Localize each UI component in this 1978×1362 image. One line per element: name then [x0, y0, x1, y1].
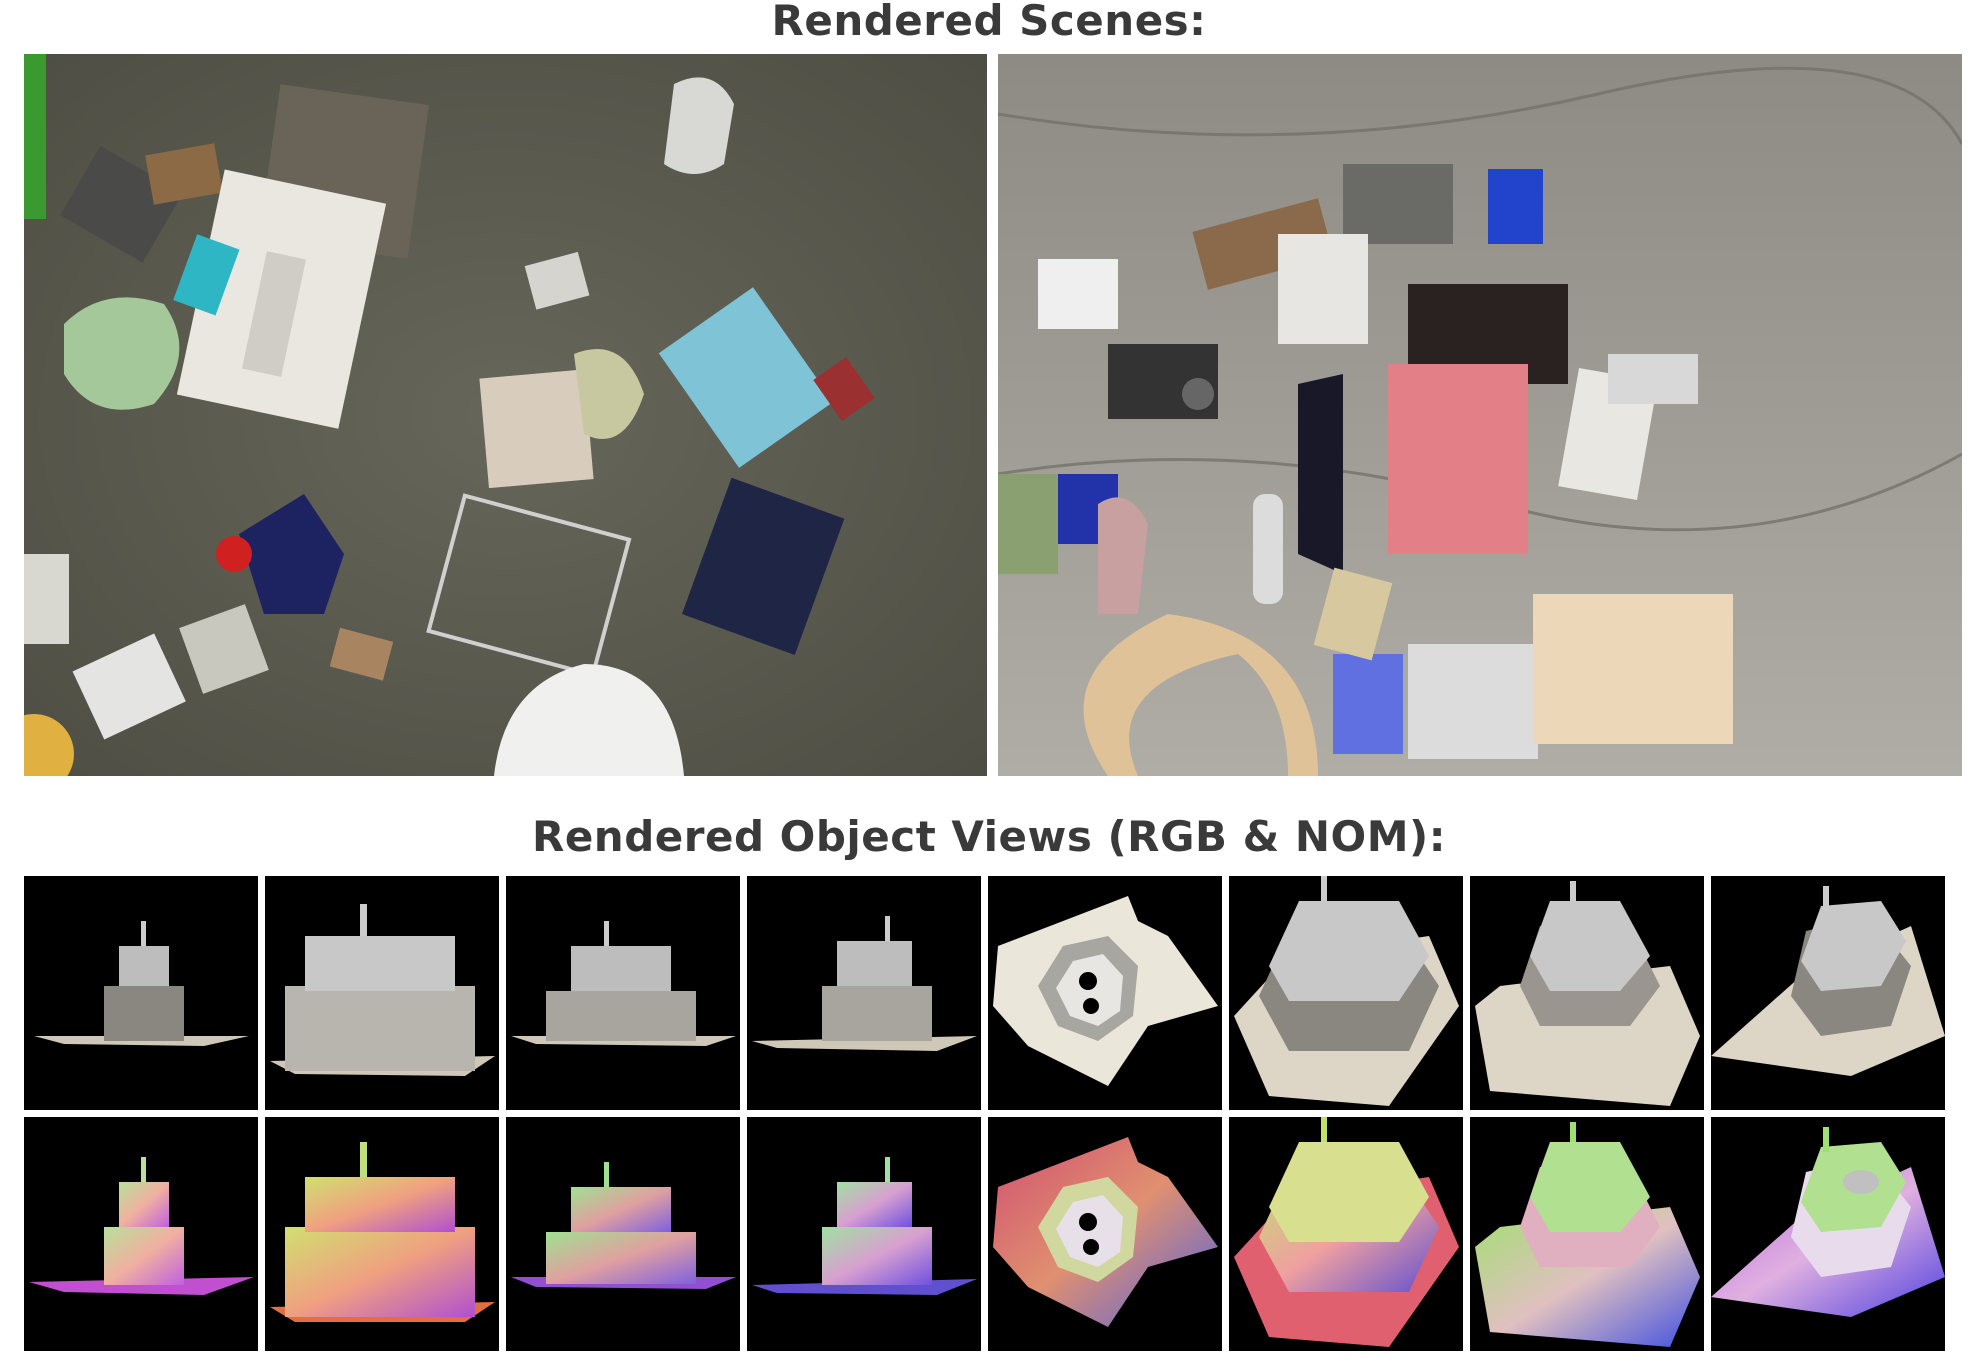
rgb-view-6 [1229, 876, 1463, 1110]
rendered-scenes-heading: Rendered Scenes: [771, 0, 1207, 45]
nom-view-2 [265, 1117, 499, 1351]
nom-view-1 [24, 1117, 258, 1351]
rendered-scene-perspective [998, 54, 1962, 776]
rgb-view-5 [988, 876, 1222, 1110]
rgb-view-8 [1711, 876, 1945, 1110]
rgb-view-7 [1470, 876, 1704, 1110]
nom-view-3 [506, 1117, 740, 1351]
nom-view-5 [988, 1117, 1222, 1351]
nom-view-4 [747, 1117, 981, 1351]
rgb-view-1 [24, 876, 258, 1110]
nom-view-7 [1470, 1117, 1704, 1351]
nom-view-6 [1229, 1117, 1463, 1351]
rendered-object-views-heading: Rendered Object Views (RGB & NOM): [531, 812, 1446, 861]
rendered-scene-top-down [24, 54, 987, 776]
rgb-view-4 [747, 876, 981, 1110]
nom-view-8 [1711, 1117, 1945, 1351]
rgb-view-2 [265, 876, 499, 1110]
object-views-grid [24, 876, 1962, 1354]
rgb-view-3 [506, 876, 740, 1110]
